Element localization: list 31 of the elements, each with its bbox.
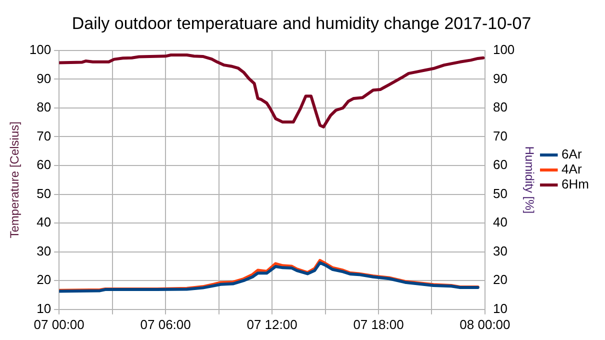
y2-tick-label: 30 [492,243,508,258]
y2-axis-title: Humidity [%] [522,146,537,214]
y-tick-label: 30 [36,243,52,258]
y-tick-label: 50 [36,186,52,201]
y2-tick-label: 50 [492,186,508,201]
y-tick-label: 80 [36,100,52,115]
x-tick-label: 07 06:00 [140,316,191,332]
x-tick-label: 08 00:00 [460,316,510,332]
y-tick-label: 40 [36,214,52,230]
y2-tick-label: 90 [492,70,508,86]
y-tick-label: 100 [29,42,52,57]
x-tick-label: 07 18:00 [353,316,404,332]
y-tick-label: 20 [36,272,52,288]
y-tick-label: 90 [36,70,52,86]
legend-label: 6Ar [562,146,582,162]
y2-tick-label: 60 [492,157,508,172]
y-tick-label: 10 [36,300,52,316]
y-tick-label: 60 [36,157,52,172]
x-tick-label: 07 12:00 [246,316,298,332]
chart-title: Daily outdoor temperatuare and humidity change 2017-10-07 [72,14,532,33]
y-axis-title: Temperature [Celsius] [8,122,22,238]
y2-tick-label: 80 [492,100,508,115]
y2-tick-label: 70 [492,128,508,144]
legend-label: 6Hm [562,176,590,192]
y2-tick-label: 40 [492,214,508,230]
legend-label: 4Ar [562,162,582,177]
y2-tick-label: 20 [492,272,508,288]
y2-tick-label: 100 [492,42,515,57]
y2-tick-label: 10 [492,300,508,316]
x-tick-label: 07 00:00 [34,316,84,332]
y-tick-label: 70 [36,128,52,144]
